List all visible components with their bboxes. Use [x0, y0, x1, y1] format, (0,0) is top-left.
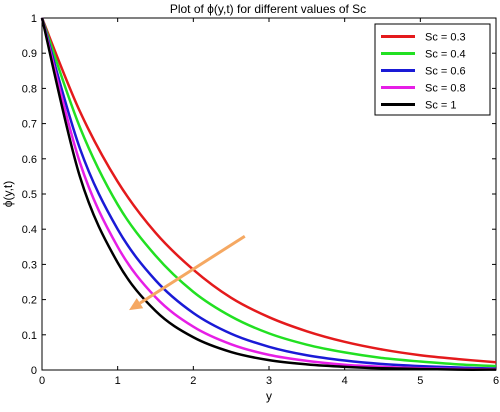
- legend-entry-label: Sc = 0.8: [425, 83, 466, 95]
- y-tick-label: 0.7: [22, 119, 37, 131]
- x-tick-label: 6: [493, 375, 499, 387]
- chart-title: Plot of ϕ(y,t) for different values of S…: [170, 2, 366, 16]
- legend-entry-label: Sc = 1: [425, 100, 457, 112]
- x-tick-label: 5: [417, 375, 423, 387]
- y-tick-label: 0.6: [22, 154, 37, 166]
- annotation-arrow-shaft: [139, 234, 246, 305]
- annotation-layer: [129, 234, 246, 311]
- x-tick-label: 4: [342, 375, 348, 387]
- y-tick-label: 0.1: [22, 330, 37, 342]
- ticks-layer: 0 1 2 3 4 5 6 0 0.1 0.2 0.3 0.4 0.5 0.6 0.7 0.8 0.9 1: [22, 13, 499, 387]
- y-tick-label: 0: [31, 365, 37, 377]
- y-tick-label: 0.5: [22, 189, 37, 201]
- series-line: [40, 17, 497, 364]
- y-tick-label: 0.9: [22, 48, 37, 60]
- annotation-arrow-head: [129, 298, 144, 311]
- x-tick-label: 3: [266, 375, 272, 387]
- legend-entry-label: Sc = 0.3: [425, 32, 466, 44]
- x-tick-label: 1: [115, 375, 121, 387]
- x-axis-label: y: [266, 389, 272, 403]
- series-line: [40, 17, 497, 371]
- y-tick-label: 1: [31, 13, 37, 25]
- y-tick-label: 0.2: [22, 295, 37, 307]
- legend: Sc = 0.3 Sc = 0.4 Sc = 0.6 Sc = 0.8 Sc = 1: [374, 23, 491, 116]
- legend-entry-label: Sc = 0.4: [425, 49, 466, 61]
- y-axis-label: ϕ(y,t): [1, 181, 15, 208]
- x-tick-label: 0: [39, 375, 45, 387]
- x-tick-label: 2: [190, 375, 196, 387]
- series-line: [40, 17, 497, 370]
- y-tick-label: 0.4: [22, 224, 37, 236]
- y-tick-label: 0.3: [22, 259, 37, 271]
- y-tick-label: 0.8: [22, 83, 37, 95]
- legend-entry-label: Sc = 0.6: [425, 66, 466, 78]
- series-line: [40, 17, 497, 368]
- curves-layer: [40, 17, 497, 371]
